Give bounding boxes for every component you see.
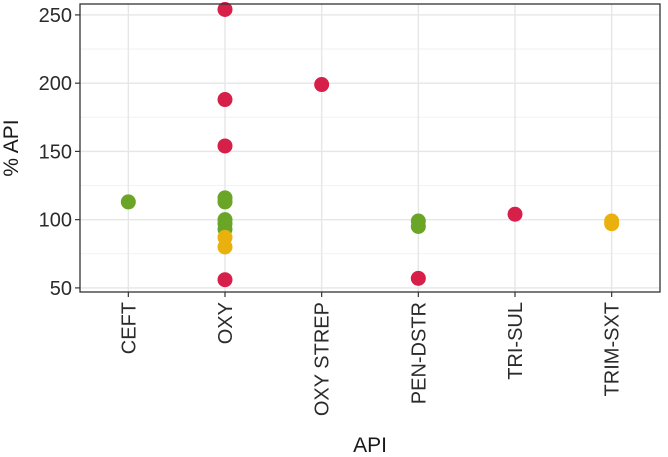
data-points	[120, 1, 620, 288]
y-tick-label: 100	[39, 210, 72, 232]
x-axis-title: API	[353, 434, 387, 457]
data-point	[217, 239, 233, 255]
x-tick-label: TRIM-SXT	[602, 302, 624, 396]
data-point	[217, 272, 233, 288]
data-point	[217, 138, 233, 154]
plot-frame	[79, 3, 661, 293]
x-tick-label: PEN-DSTR	[408, 302, 430, 404]
y-tick-label: 250	[39, 5, 72, 27]
data-point	[507, 206, 523, 222]
data-point	[120, 194, 136, 210]
data-point	[410, 218, 426, 234]
x-tick-label: OXY	[215, 302, 237, 344]
y-tick-label: 150	[39, 141, 72, 163]
data-point	[217, 92, 233, 108]
y-tick-label: 50	[50, 278, 72, 300]
y-axis-title: % API	[0, 119, 23, 176]
data-point	[314, 77, 330, 93]
x-axis-ticks: CEFT OXY OXY STREP PEN-DSTR TRI-SUL TRIM-SXT	[118, 292, 624, 416]
x-tick-label: CEFT	[118, 302, 140, 354]
y-axis-ticks: 50 100 150 200 250	[39, 5, 80, 300]
x-tick-label: TRI-SUL	[505, 302, 527, 380]
data-point	[217, 1, 233, 17]
x-tick-label: OXY STREP	[312, 302, 334, 416]
y-tick-label: 200	[39, 73, 72, 95]
data-point	[410, 270, 426, 286]
data-point	[217, 194, 233, 210]
data-point	[604, 216, 620, 232]
grid	[80, 4, 660, 292]
